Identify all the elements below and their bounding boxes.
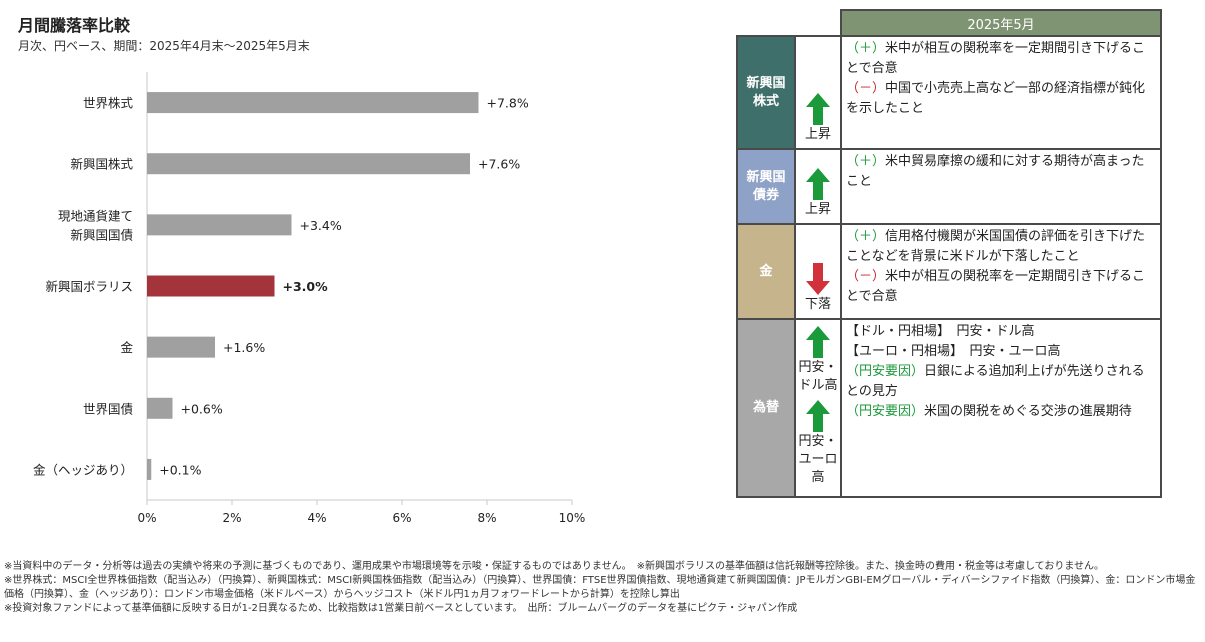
description-line: （＋）米中貿易摩擦の緩和に対する期待が高まったこと xyxy=(846,154,1145,189)
x-tick-label: 8% xyxy=(477,511,496,525)
monthly-news-table: 2025年5月 新興国 株式 上昇 （＋）米中が相互の関税率を一定期間引き下げることで合… xyxy=(736,9,1162,498)
footnotes: ※当資料中のデータ・分析等は過去の実績や将来の予測に基づくものであり、運用成果や… xyxy=(4,560,1200,616)
direction-label: 上昇 xyxy=(804,127,831,142)
bar-chart: 0% 2% 4% 6% 8% 10% 世界株式 +7.8% 新興国株式 +7.6% 現地通貨建て新興… xyxy=(33,72,586,525)
x-tick-label: 10% xyxy=(559,511,586,525)
table-row: 新興国 株式 上昇 （＋）米中が相互の関税率を一定期間引き下げることで合意 （－）中国で… xyxy=(736,35,1162,150)
category-label: 現地通貨建て xyxy=(58,208,133,223)
table-row: 新興国 債券 上昇 （＋）米中貿易摩擦の緩和に対する期待が高まったこと xyxy=(736,148,1162,225)
description-line: 【ドル・円相場】 円安・ドル高 xyxy=(846,324,1035,339)
positive-factor-tag: （＋） xyxy=(846,41,886,56)
data-label: +7.6% xyxy=(478,157,520,172)
description-cell: （＋）信用格付機関が米国国債の評価を引き下げたことなどを背景に米ドルが下落したこ… xyxy=(840,223,1162,320)
chart-subtitle: 月次、円ベース、期間：2025年4月末～2025年5月末 xyxy=(18,39,310,53)
category-label: 世界株式 xyxy=(83,96,134,111)
bar xyxy=(147,397,173,419)
table-row: 為替 円安・ドル高 円安・ユーロ高 【ドル・円相場】 円安・ドル高 【ユーロ・円相場】 … xyxy=(736,318,1162,498)
description-line: （－）米中が相互の関税率を一定期間引き下げることで合意 xyxy=(846,269,1146,304)
bar xyxy=(147,214,292,236)
data-label: +0.1% xyxy=(159,462,201,477)
data-label: +7.8% xyxy=(487,96,529,111)
header-blank xyxy=(737,10,841,36)
data-label: +1.6% xyxy=(223,340,265,355)
bar xyxy=(147,153,470,175)
description-line: （＋）米中が相互の関税率を一定期間引き下げることで合意 xyxy=(846,41,1146,76)
category-label: 新興国ボラリス xyxy=(45,279,133,294)
direction-cell: 下落 xyxy=(794,223,842,320)
arrow-up-icon xyxy=(806,93,830,125)
direction-label: 下落 xyxy=(804,297,831,312)
table-header: 2025年5月 xyxy=(840,9,1162,37)
description-line: （－）中国で小売売上高など一部の経済指標が鈍化を示したこと xyxy=(846,81,1146,116)
category-label: 新興国株式 xyxy=(70,157,133,172)
description-cell: 【ドル・円相場】 円安・ドル高【ユーロ・円相場】 円安・ユーロ高 （円安要因）日銀… xyxy=(840,318,1162,498)
footnote-line: ※当資料中のデータ・分析等は過去の実績や将来の予測に基づくものであり、運用成果や… xyxy=(4,561,1105,572)
footnote-line: ※投資対象ファンドによって基準価額に反映する日が1-2日異なるため、比較指数は1… xyxy=(4,603,798,614)
table-row: 金下落 （＋）信用格付機関が米国国債の評価を引き下げたことなどを背景に米ドルが下落… xyxy=(736,223,1162,320)
chart-title: 月間騰落率比較 xyxy=(18,16,131,35)
direction-label: 上昇 xyxy=(804,202,831,217)
direction-cell: 円安・ドル高円安・ユーロ高 xyxy=(794,318,842,498)
direction-label: 円安・ユーロ高 xyxy=(798,434,838,485)
direction-label: 円安・ドル高 xyxy=(798,360,838,393)
negative-factor-tag: （－） xyxy=(846,81,886,96)
asset-label: 新興国 債券 xyxy=(736,148,796,225)
description-cell: （＋）米中が相互の関税率を一定期間引き下げることで合意 （－）中国で小売売上高など… xyxy=(840,35,1162,150)
x-tick-label: 4% xyxy=(307,511,326,525)
bar xyxy=(147,336,215,358)
arrow-down-icon xyxy=(806,263,830,295)
arrow-up-icon xyxy=(806,326,830,358)
x-tick-label: 0% xyxy=(137,511,156,525)
description-line: 【ユーロ・円相場】 円安・ユーロ高 xyxy=(846,344,1061,359)
x-tick-label: 2% xyxy=(222,511,241,525)
bar xyxy=(147,458,152,480)
positive-factor-tag: （円安要因） xyxy=(846,364,925,379)
bar xyxy=(147,275,275,297)
category-label: 金 xyxy=(120,340,133,355)
positive-factor-tag: （＋） xyxy=(846,154,886,169)
bar xyxy=(147,92,479,114)
description-line: （円安要因）日銀による追加利上げが先送りされるとの見方 xyxy=(846,364,1145,399)
x-tick-label: 6% xyxy=(392,511,411,525)
data-label: +0.6% xyxy=(181,401,223,416)
positive-factor-tag: （円安要因） xyxy=(846,404,925,419)
category-label: 金（ヘッジあり） xyxy=(33,462,133,477)
category-label: 新興国国債 xyxy=(70,227,133,242)
direction-cell: 上昇 xyxy=(794,148,842,225)
negative-factor-tag: （－） xyxy=(846,269,886,284)
arrow-up-icon xyxy=(806,400,830,432)
arrow-up-icon xyxy=(806,168,830,200)
data-label: +3.0% xyxy=(283,279,329,294)
direction-cell: 上昇 xyxy=(794,35,842,150)
category-label: 世界国債 xyxy=(83,401,133,416)
asset-label: 新興国 株式 xyxy=(736,35,796,150)
asset-label: 金 xyxy=(736,223,796,320)
asset-label: 為替 xyxy=(736,318,796,498)
description-line: （＋）信用格付機関が米国国債の評価を引き下げたことなどを背景に米ドルが下落したこ… xyxy=(846,229,1146,264)
description-line: （円安要因）米国の関税をめぐる交渉の進展期待 xyxy=(846,404,1132,419)
footnote-line: ※世界株式：MSCI全世界株価指数（配当込み）（円換算）、新興国株式：MSCI新… xyxy=(4,575,1196,600)
data-label: +3.4% xyxy=(300,218,342,233)
description-cell: （＋）米中貿易摩擦の緩和に対する期待が高まったこと xyxy=(840,148,1162,225)
positive-factor-tag: （＋） xyxy=(846,229,886,244)
